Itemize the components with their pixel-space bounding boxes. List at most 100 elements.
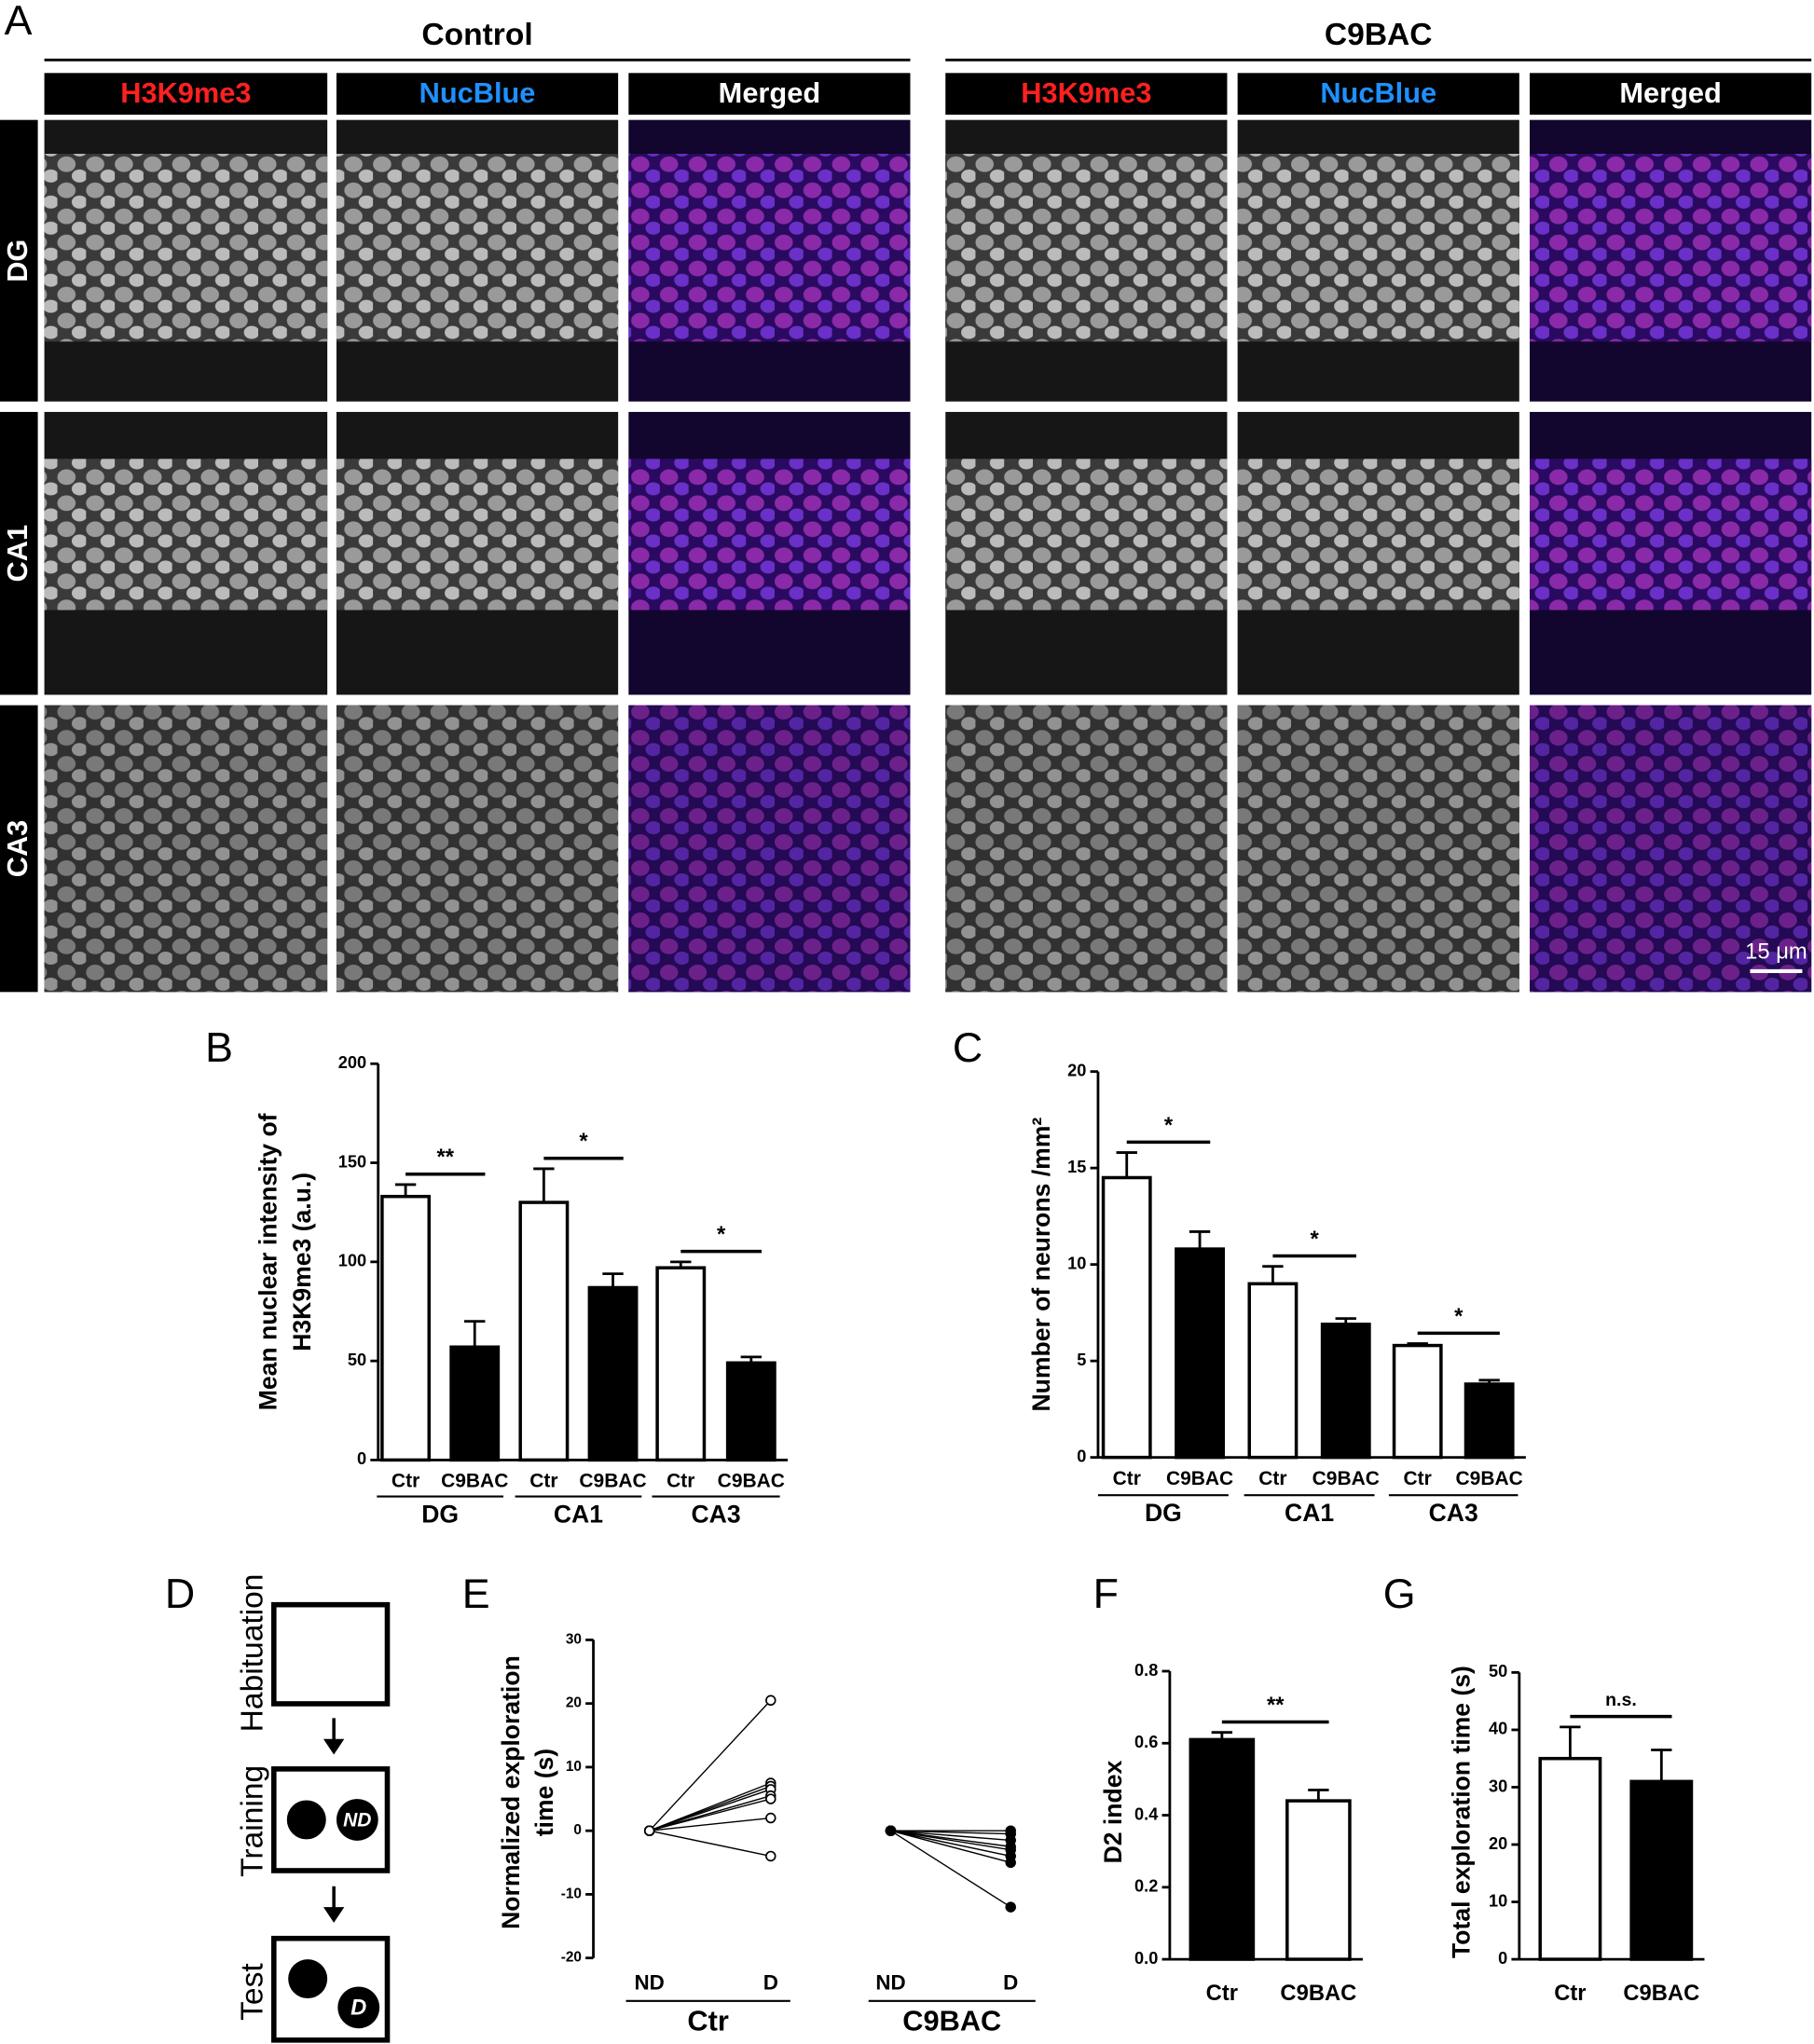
y-axis-label: Mean nuclear intensity of [254,1113,282,1410]
y-tick-label: 100 [338,1252,366,1270]
x-tick-label: C9BAC [718,1471,785,1492]
condition-title: C9BAC [1325,18,1433,52]
bar [1247,1282,1299,1460]
y-tick-label: 30 [1489,1776,1507,1795]
group-label: CA1 [1285,1499,1334,1527]
panel-letter: A [5,0,33,44]
x-tick-label: C9BAC [1456,1468,1523,1489]
channel-header-bg [1237,73,1519,116]
y-tick-label: 30 [566,1631,582,1647]
y-axis-label: time (s) [530,1749,558,1836]
y-axis-label: Total exploration time (s) [1448,1666,1476,1958]
group-label: CA1 [554,1501,603,1529]
y-tick-label: 10 [1067,1254,1086,1272]
region-label: CA3 [1,820,34,878]
region-label: DG [1,240,34,282]
chart: Normalized exploration time (s) -20 -10 0 10 2… [497,1631,1036,2037]
y-axis-label: Normalized exploration [497,1655,525,1929]
y-tick-label: 15 [1067,1158,1086,1176]
significance-label: ** [437,1145,455,1170]
point [765,1793,776,1804]
channel-header: Merged [1619,76,1721,109]
x-tick-label: C9BAC [579,1471,646,1492]
bar [1320,1323,1371,1460]
x-tick-label: Ctr [667,1471,694,1492]
pair-line [649,1699,772,1831]
y-tick-label: 20 [1067,1061,1086,1079]
micrograph-cells [945,705,1228,993]
group-label: DG [1145,1499,1182,1527]
region-label-bg [0,705,38,993]
channel-header-bg [1530,73,1812,116]
y-axis-label: D2 index [1099,1760,1127,1863]
diagram-shapes [270,1601,391,2043]
bar [1392,1343,1443,1460]
region-label-bg [0,411,38,695]
bar [1629,1779,1694,1961]
channel-header: Merged [719,76,820,109]
x-tick-label: C9BAC [1623,1981,1699,2006]
x-tick-label: Ctr [1258,1468,1286,1489]
micrograph-cells [945,459,1228,610]
pair-line [890,1830,1011,1908]
x-tick-label: Ctr [1554,1981,1586,2006]
point [643,1825,655,1836]
chart: Total exploration time (s) 0 10 20 30 40 50 Ctr… [1448,1662,1705,2006]
x-tick-label: D [763,1971,778,1995]
pair-line [649,1798,771,1831]
panel-letter: E [462,1571,490,1617]
y-tick-label: 0.4 [1134,1804,1159,1823]
group-label: CA3 [691,1501,740,1529]
y-tick-label: 0.8 [1134,1661,1158,1680]
y-tick-label: 0 [357,1449,366,1468]
bar [1175,1247,1226,1460]
panel-letter: D [165,1571,195,1617]
diagram-fills [286,1738,380,2029]
micrograph-cells [628,705,911,993]
significance-label: * [579,1129,588,1154]
micrograph-cells [1237,154,1519,342]
bar [587,1285,639,1462]
significance-label: * [1164,1113,1174,1138]
point [1005,1901,1016,1913]
y-axis-label: Number of neurons /mm² [1027,1118,1055,1412]
group-label: C9BAC [902,2005,1001,2037]
panel-letter: F [1093,1571,1119,1617]
pair-line [890,1830,1011,1863]
micrograph-cells [1237,705,1519,993]
bar [1101,1175,1152,1460]
channel-header-bg [628,73,911,116]
x-tick-label: Ctr [1404,1468,1432,1489]
pair-line [890,1830,1011,1858]
bar [380,1194,432,1462]
x-tick-label: Ctr [529,1471,557,1492]
y-tick-label: 0.2 [1134,1877,1158,1896]
x-tick-label: C9BAC [1166,1468,1233,1489]
channel-header-bg [336,73,619,116]
x-tick-label: C9BAC [441,1471,508,1492]
y-tick-label: 200 [338,1053,366,1072]
group-label: CA3 [1429,1499,1478,1527]
channel-header: NucBlue [1320,76,1436,109]
point [1005,1857,1016,1869]
y-tick-label: 150 [338,1152,366,1171]
x-tick-label: ND [875,1971,905,1995]
bar [1538,1756,1602,1961]
y-tick-label: 0 [573,1822,582,1838]
micrograph-cells [336,459,619,610]
y-tick-label: 50 [1489,1662,1507,1680]
significance-label: * [1311,1227,1320,1252]
stage-label: Training [236,1765,270,1877]
point [765,1850,776,1862]
micrograph-cells [44,154,328,342]
y-axis-label: H3K9me3 (a.u.) [288,1173,316,1351]
group-label: DG [421,1501,459,1529]
bar [518,1200,570,1462]
x-tick-label: Ctr [392,1471,419,1492]
y-tick-label: 20 [1489,1834,1507,1853]
point [765,1694,776,1707]
pair-line [890,1830,1011,1851]
point [765,1812,776,1824]
channel-header: NucBlue [419,76,536,109]
